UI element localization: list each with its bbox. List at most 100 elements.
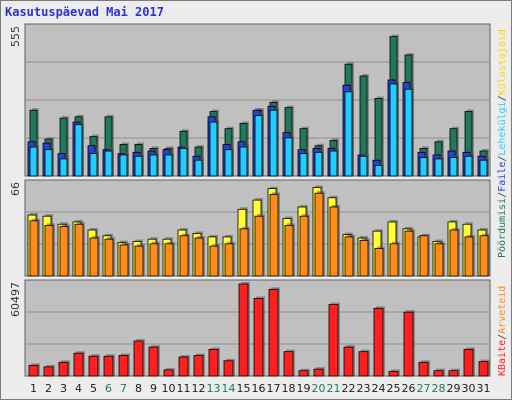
- x-tick-label: 30: [462, 382, 476, 395]
- bar-kbytes: [88, 355, 99, 377]
- x-tick-label: 9: [150, 382, 157, 395]
- x-tick-label: 18: [282, 382, 296, 395]
- x-tick-label: 29: [447, 382, 461, 395]
- x-tick-label: 14: [222, 382, 236, 395]
- y-max-label-2: 66: [9, 182, 22, 196]
- bar-kbytes: [148, 346, 159, 377]
- bar-sites: [329, 206, 339, 277]
- bar-sites: [224, 243, 234, 277]
- bar-files: [464, 155, 473, 177]
- bar-files: [389, 83, 398, 177]
- x-tick-label: 11: [177, 382, 191, 395]
- bar-files: [239, 146, 248, 177]
- bar-kbytes: [133, 340, 144, 377]
- bar-files: [284, 137, 293, 177]
- bar-files: [104, 150, 113, 177]
- bar-sites: [284, 224, 294, 277]
- bar-files: [434, 158, 443, 177]
- bar-sites: [119, 244, 129, 277]
- bar-files: [59, 158, 68, 177]
- bar-kbytes: [238, 283, 249, 377]
- chart-title: Kasutuspäevad Mai 2017: [5, 5, 164, 19]
- x-tick-label: 31: [477, 382, 491, 395]
- bar-kbytes: [328, 304, 339, 377]
- bar-sites: [254, 215, 264, 277]
- legend-bottom: KBaite/Arveteid: [497, 286, 508, 376]
- bar-sites: [314, 192, 324, 277]
- bar-kbytes: [223, 360, 234, 377]
- x-tick-label: 24: [372, 382, 386, 395]
- bar-sites: [209, 245, 219, 277]
- legend-bottom-part: /: [497, 334, 508, 340]
- legend-top-part: Lehekülgi: [497, 101, 508, 155]
- bar-files: [179, 147, 188, 177]
- bar-kbytes: [58, 361, 69, 377]
- bar-sites: [299, 215, 309, 277]
- bar-kbytes: [388, 371, 399, 377]
- x-tick-label: 10: [162, 382, 176, 395]
- bar-sites: [269, 193, 279, 277]
- x-tick-label: 7: [120, 382, 127, 395]
- legend-top-part: /: [497, 95, 508, 101]
- bar-sites: [464, 236, 474, 277]
- bar-kbytes: [433, 370, 444, 377]
- x-tick-label: 26: [402, 382, 416, 395]
- x-tick-label: 4: [75, 382, 82, 395]
- bar-files: [119, 154, 128, 177]
- bar-kbytes: [478, 361, 489, 377]
- x-tick-label: 19: [297, 382, 311, 395]
- bar-sites: [59, 226, 69, 277]
- x-tick-label: 20: [312, 382, 326, 395]
- bar-sites: [164, 243, 174, 277]
- bar-kbytes: [283, 351, 294, 377]
- bar-sites: [149, 243, 159, 277]
- bar-sites: [89, 237, 99, 277]
- bar-kbytes: [373, 307, 384, 377]
- bar-files: [314, 151, 323, 177]
- bar-kbytes: [448, 370, 459, 377]
- bar-kbytes: [73, 352, 84, 377]
- bar-sites: [44, 224, 54, 277]
- bar-kbytes: [298, 370, 309, 377]
- bar-kbytes: [343, 346, 354, 377]
- bar-files: [149, 154, 158, 177]
- bar-kbytes: [253, 298, 264, 377]
- bar-files: [449, 157, 458, 177]
- bar-sites: [194, 237, 204, 277]
- bar-files: [344, 91, 353, 177]
- bar-sites: [404, 230, 414, 277]
- bar-kbytes: [178, 356, 189, 377]
- bar-files: [134, 155, 143, 177]
- bar-files: [329, 150, 338, 177]
- bar-sites: [374, 247, 384, 277]
- bar-sites: [134, 245, 144, 277]
- bar-files: [359, 155, 368, 177]
- bar-files: [254, 115, 263, 177]
- x-tick-label: 22: [342, 382, 356, 395]
- x-tick-label: 28: [432, 382, 446, 395]
- bar-kbytes: [28, 364, 39, 377]
- bar-kbytes: [43, 366, 54, 377]
- legend-bottom-part: Arveteid: [497, 286, 508, 334]
- x-tick-label: 23: [357, 382, 371, 395]
- bar-kbytes: [193, 355, 204, 377]
- y-max-label-1: 555: [9, 26, 22, 47]
- bar-sites: [29, 220, 39, 277]
- bar-sites: [389, 243, 399, 277]
- legend-top-part: /: [497, 156, 508, 162]
- bar-files: [194, 159, 203, 177]
- bar-kbytes: [358, 351, 369, 377]
- x-tick-label: 25: [387, 382, 401, 395]
- x-tick-label: 3: [60, 382, 67, 395]
- y-max-label-3: 60497: [9, 282, 22, 317]
- bar-sites: [179, 235, 189, 277]
- legend-bottom-part: KBaite: [497, 340, 508, 376]
- legend-top-part: Faile: [497, 162, 508, 192]
- bar-files: [29, 146, 38, 177]
- bar-files: [299, 153, 308, 177]
- x-tick-label: 6: [105, 382, 112, 395]
- bar-kbytes: [103, 355, 114, 377]
- bar-sites: [359, 239, 369, 277]
- x-tick-label: 16: [252, 382, 266, 395]
